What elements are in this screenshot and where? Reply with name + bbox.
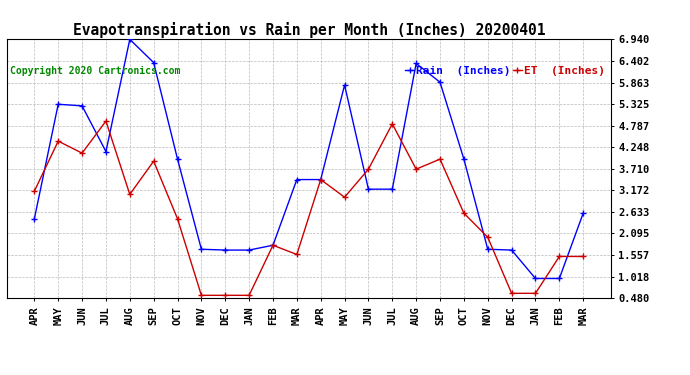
ET  (Inches) <box>436 157 444 161</box>
Rain  (Inches) <box>484 247 492 252</box>
Rain  (Inches) <box>412 61 420 66</box>
ET  (Inches) <box>78 151 86 155</box>
Legend: Rain  (Inches), ET  (Inches): Rain (Inches), ET (Inches) <box>405 66 605 76</box>
ET  (Inches) <box>245 293 253 298</box>
ET  (Inches) <box>340 195 348 200</box>
ET  (Inches) <box>102 119 110 123</box>
ET  (Inches) <box>507 291 515 296</box>
Rain  (Inches) <box>150 60 158 65</box>
Line: ET  (Inches): ET (Inches) <box>32 118 586 298</box>
ET  (Inches) <box>197 293 206 298</box>
Rain  (Inches) <box>579 211 587 216</box>
Rain  (Inches) <box>54 102 62 106</box>
Rain  (Inches) <box>293 177 301 182</box>
Rain  (Inches) <box>269 243 277 248</box>
ET  (Inches) <box>364 167 373 171</box>
Rain  (Inches) <box>340 83 348 87</box>
ET  (Inches) <box>484 235 492 240</box>
Rain  (Inches) <box>436 80 444 84</box>
ET  (Inches) <box>269 243 277 248</box>
Rain  (Inches) <box>78 104 86 108</box>
Rain  (Inches) <box>221 248 229 252</box>
ET  (Inches) <box>579 254 587 259</box>
Rain  (Inches) <box>102 149 110 154</box>
Rain  (Inches) <box>460 157 468 161</box>
Title: Evapotranspiration vs Rain per Month (Inches) 20200401: Evapotranspiration vs Rain per Month (In… <box>72 22 545 38</box>
ET  (Inches) <box>317 177 325 182</box>
Rain  (Inches) <box>197 247 206 252</box>
Rain  (Inches) <box>317 177 325 182</box>
ET  (Inches) <box>555 254 564 259</box>
Rain  (Inches) <box>364 187 373 191</box>
ET  (Inches) <box>126 192 134 196</box>
ET  (Inches) <box>388 122 397 126</box>
ET  (Inches) <box>173 217 181 221</box>
Rain  (Inches) <box>245 248 253 252</box>
ET  (Inches) <box>150 159 158 164</box>
Rain  (Inches) <box>507 248 515 252</box>
Rain  (Inches) <box>388 187 397 191</box>
Rain  (Inches) <box>126 37 134 42</box>
Rain  (Inches) <box>531 276 540 281</box>
ET  (Inches) <box>54 139 62 143</box>
Line: Rain  (Inches): Rain (Inches) <box>32 37 586 281</box>
ET  (Inches) <box>30 189 39 194</box>
ET  (Inches) <box>531 291 540 296</box>
ET  (Inches) <box>460 211 468 216</box>
ET  (Inches) <box>412 167 420 171</box>
Rain  (Inches) <box>30 217 39 221</box>
Text: Copyright 2020 Cartronics.com: Copyright 2020 Cartronics.com <box>10 66 181 76</box>
ET  (Inches) <box>221 293 229 298</box>
Rain  (Inches) <box>555 276 564 281</box>
ET  (Inches) <box>293 252 301 257</box>
Rain  (Inches) <box>173 157 181 161</box>
